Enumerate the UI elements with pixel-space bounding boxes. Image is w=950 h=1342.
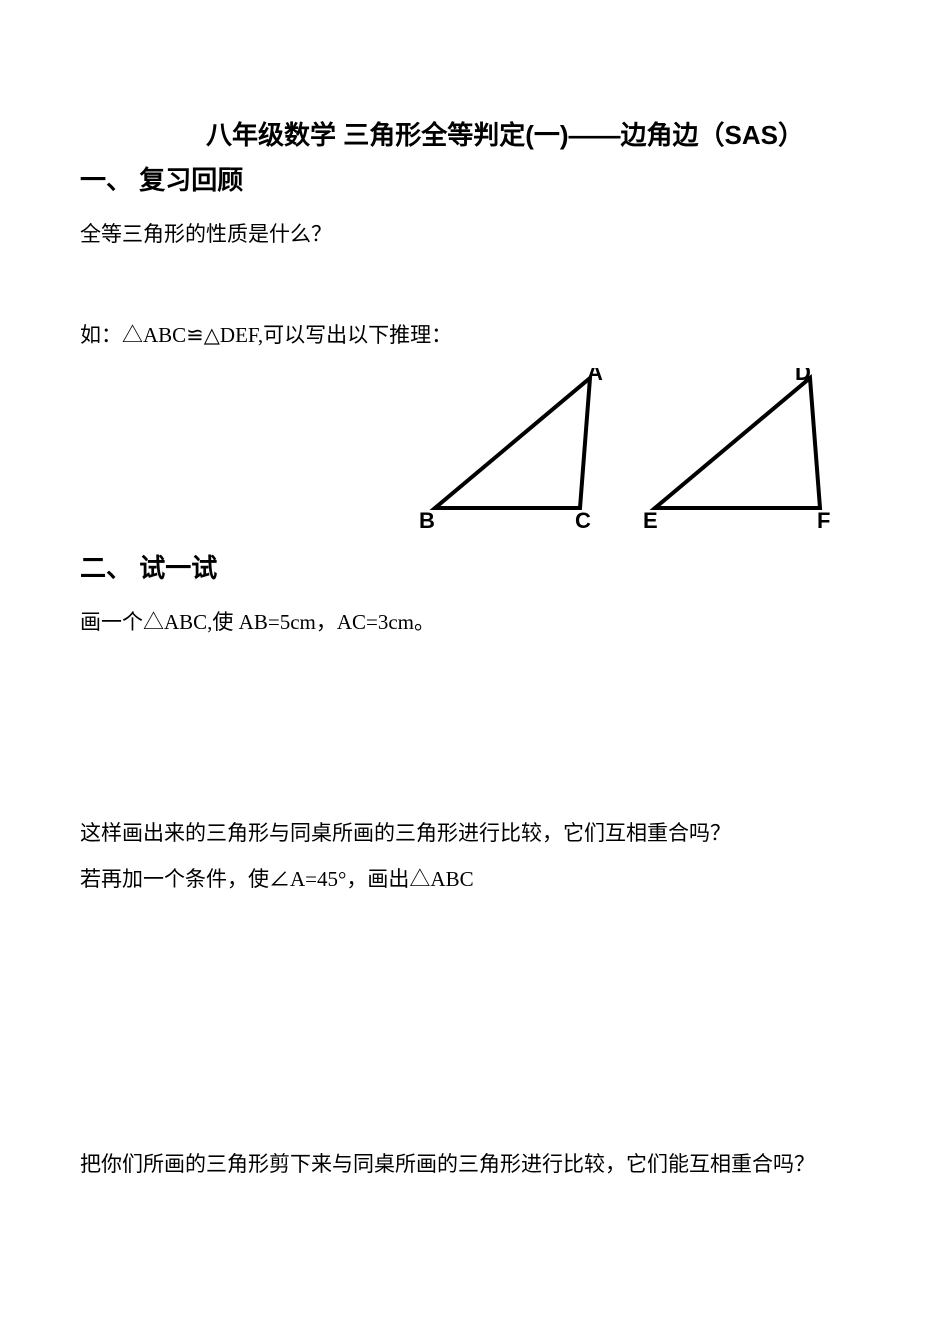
svg-text:F: F (817, 508, 830, 533)
section-2-line-2: 这样画出来的三角形与同桌所画的三角形进行比较，它们互相重合吗？ (80, 814, 870, 854)
triangles-diagram: A B C D E F (80, 368, 870, 538)
svg-text:B: B (419, 508, 435, 533)
spacer (80, 905, 870, 1145)
section-1-line-2: 如：△ABC≌△DEF,可以写出以下推理： (80, 316, 870, 356)
section-2-line-3: 若再加一个条件，使∠A=45°，画出△ABC (80, 860, 870, 900)
section-2-line-1: 画一个△ABC,使 AB=5cm，AC=3cm。 (80, 603, 870, 643)
section-2-line-4: 把你们所画的三角形剪下来与同桌所画的三角形进行比较，它们能互相重合吗？ (80, 1145, 870, 1185)
spacer (80, 649, 870, 814)
section-1-heading: 一、 复习回顾 (80, 160, 870, 197)
svg-text:D: D (795, 368, 811, 385)
svg-text:E: E (643, 508, 658, 533)
section-1-line-1: 全等三角形的性质是什么？ (80, 215, 870, 255)
section-2-heading: 二、 试一试 (80, 548, 870, 585)
page-title: 八年级数学 三角形全等判定(一)——边角边（SAS） (80, 115, 870, 152)
svg-text:A: A (587, 368, 603, 385)
spacer (80, 261, 870, 316)
svg-text:C: C (575, 508, 591, 533)
triangles-svg: A B C D E F (415, 368, 845, 538)
